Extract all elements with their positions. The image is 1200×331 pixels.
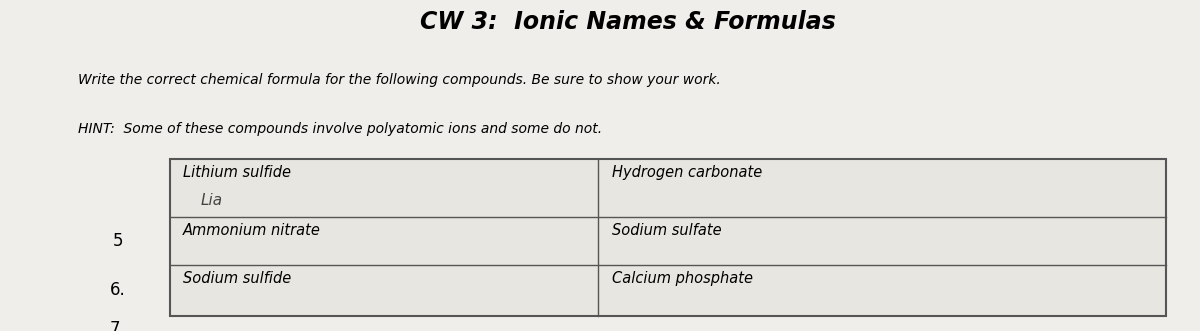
Bar <box>169 159 1165 316</box>
Text: 7.: 7. <box>110 320 126 331</box>
Text: Lia: Lia <box>200 193 222 208</box>
Text: Lithium sulfide: Lithium sulfide <box>184 165 292 180</box>
Bar <box>169 159 1165 316</box>
Text: Write the correct chemical formula for the following compounds. Be sure to show : Write the correct chemical formula for t… <box>78 73 721 87</box>
Text: 6.: 6. <box>110 281 126 300</box>
Text: Sodium sulfide: Sodium sulfide <box>184 271 292 286</box>
Text: HINT:  Some of these compounds involve polyatomic ions and some do not.: HINT: Some of these compounds involve po… <box>78 122 602 136</box>
Text: Calcium phosphate: Calcium phosphate <box>612 271 752 286</box>
Text: 5: 5 <box>113 232 124 250</box>
Text: Sodium sulfate: Sodium sulfate <box>612 223 721 238</box>
Text: Hydrogen carbonate: Hydrogen carbonate <box>612 165 762 180</box>
Text: Ammonium nitrate: Ammonium nitrate <box>184 223 322 238</box>
Text: CW 3:  Ionic Names & Formulas: CW 3: Ionic Names & Formulas <box>420 10 835 34</box>
